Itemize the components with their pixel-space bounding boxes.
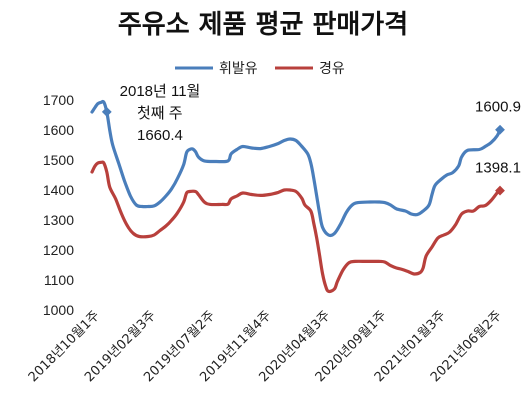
diesel-line <box>90 160 502 294</box>
x-axis: 2018년10월1주2019년02월3주2019년07월2주2019년11월4주… <box>26 308 505 385</box>
gasoline-line <box>90 99 502 238</box>
y-tick-label: 1600 <box>43 122 74 138</box>
legend-label-gasoline: 휘발유 <box>219 61 258 77</box>
series-lines <box>90 99 502 294</box>
annotation-marker <box>495 185 505 196</box>
y-tick-label: 1700 <box>43 92 74 108</box>
y-axis: 1000 1100 1200 1300 1400 1500 1600 1700 <box>43 92 74 318</box>
annotation-label: 2018년 11월 <box>120 83 201 100</box>
chart-title: 주유소 제품 평균 판매가격 <box>118 10 408 40</box>
y-tick-label: 1400 <box>43 182 74 198</box>
legend-label-diesel: 경유 <box>319 61 345 77</box>
y-tick-label: 1000 <box>43 302 74 318</box>
y-tick-label: 1200 <box>43 242 74 258</box>
y-tick-label: 1500 <box>43 152 74 168</box>
annotation-label: 1398.1 <box>475 160 521 177</box>
series-markers <box>101 106 505 196</box>
annotation-label: 1660.4 <box>137 127 183 144</box>
annotation-marker <box>495 124 505 135</box>
y-tick-label: 1100 <box>44 272 74 288</box>
legend: 휘발유 경유 <box>175 61 345 77</box>
annotation-label: 1600.9 <box>475 99 521 116</box>
annotation-label: 첫째 주 <box>137 105 183 122</box>
annotation-marker <box>101 106 112 117</box>
y-tick-label: 1300 <box>43 212 74 228</box>
